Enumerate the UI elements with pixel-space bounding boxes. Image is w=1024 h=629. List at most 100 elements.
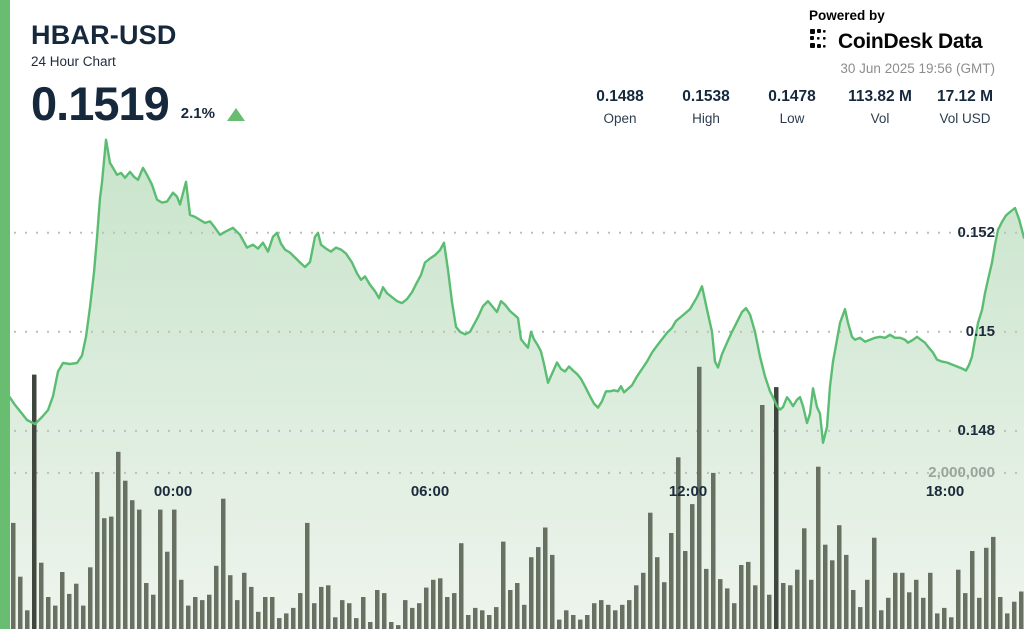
- volume-bar: [466, 615, 471, 629]
- volume-bar: [123, 480, 128, 629]
- stat-open: 0.1488 Open: [560, 88, 680, 126]
- volume-bar: [473, 607, 478, 629]
- volume-bar: [606, 604, 611, 629]
- volume-bar: [221, 498, 226, 629]
- volume-bar: [599, 600, 604, 629]
- volume-bar: [11, 522, 16, 629]
- volume-bar: [648, 512, 653, 629]
- current-price: 0.1519: [31, 77, 170, 130]
- left-accent-bar: [0, 0, 10, 629]
- volume-bar: [424, 587, 429, 629]
- volume-bar: [1019, 591, 1024, 629]
- volume-bar: [368, 622, 373, 629]
- volume-bar: [333, 617, 338, 629]
- volume-bar: [858, 607, 863, 629]
- volume-bar: [508, 590, 513, 629]
- volume-bar: [753, 585, 758, 629]
- volume-bar: [662, 582, 667, 629]
- stat-low-label: Low: [779, 111, 805, 126]
- volume-bar: [921, 597, 926, 629]
- volume-bar: [914, 579, 919, 629]
- volume-bar: [627, 600, 632, 629]
- volume-bar: [893, 572, 898, 629]
- stat-open-label: Open: [603, 111, 637, 126]
- volume-bar: [795, 569, 800, 629]
- volume-bar: [165, 551, 170, 629]
- volume-bar: [277, 618, 282, 629]
- volume-bar: [1012, 601, 1017, 629]
- volume-bar: [641, 572, 646, 629]
- volume-bar: [963, 593, 968, 629]
- volume-bar: [200, 600, 205, 629]
- volume-bar: [697, 366, 702, 629]
- volume-bar: [886, 597, 891, 629]
- volume-bar: [816, 466, 821, 629]
- volume-bar: [452, 593, 457, 629]
- volume-bar: [536, 547, 541, 629]
- volume-bar: [270, 597, 275, 629]
- powered-by-block: Powered by CoinDes: [809, 8, 995, 76]
- volume-bar: [879, 610, 884, 629]
- volume-bar: [256, 611, 261, 629]
- price-line: [0, 138, 1024, 444]
- volume-bar: [956, 569, 961, 629]
- volume-bar: [109, 516, 114, 629]
- volume-bar: [354, 618, 359, 629]
- current-price-row: 0.1519 2.1%: [31, 77, 245, 130]
- volume-bar: [291, 607, 296, 629]
- volume-bar: [760, 405, 765, 629]
- volume-bar: [501, 541, 506, 629]
- coindesk-logo-icon: [809, 28, 832, 56]
- volume-bar: [655, 557, 660, 629]
- coindesk-logo[interactable]: CoinDesk Data: [809, 28, 995, 56]
- volume-bar: [970, 551, 975, 629]
- volume-bar: [935, 613, 940, 629]
- volume-bar: [515, 583, 520, 629]
- volume-bar: [676, 457, 681, 629]
- volume-bar: [130, 500, 135, 629]
- volume-bar: [781, 583, 786, 629]
- volume-bar: [375, 590, 380, 629]
- volume-bar: [193, 597, 198, 629]
- volume-bar: [207, 594, 212, 629]
- powered-by-text: Powered by: [809, 8, 885, 23]
- volume-bar: [739, 565, 744, 629]
- volume-bar: [298, 593, 303, 629]
- volume-bar: [81, 605, 86, 629]
- volume-bar: [172, 509, 177, 629]
- volume-bar: [137, 509, 142, 629]
- volume-bar: [53, 605, 58, 629]
- stat-vol-usd-label: Vol USD: [939, 111, 991, 126]
- volume-bar: [32, 374, 37, 629]
- volume-bar: [788, 585, 793, 629]
- stat-vol-value: 113.82 M: [848, 88, 912, 105]
- chart-subtitle: 24 Hour Chart: [31, 54, 116, 69]
- volume-bar: [361, 597, 366, 629]
- volume-bar: [984, 547, 989, 629]
- stat-open-value: 0.1488: [596, 88, 644, 105]
- volume-bar: [613, 610, 618, 629]
- stat-vol-label: Vol: [870, 111, 890, 126]
- volume-bar: [242, 572, 247, 629]
- volume-bar: [774, 387, 779, 629]
- volume-bar: [725, 588, 730, 629]
- volume-bar: [284, 613, 289, 629]
- volume-bar: [711, 472, 716, 629]
- volume-bar: [39, 562, 44, 629]
- volume-bar: [144, 583, 149, 629]
- volume-bar: [802, 528, 807, 629]
- volume-bar: [438, 578, 443, 629]
- volume-bar: [865, 579, 870, 629]
- stat-vol: 113.82 M Vol: [820, 88, 940, 126]
- volume-bar: [837, 525, 842, 629]
- up-triangle-icon: [226, 108, 245, 122]
- volume-bar: [319, 586, 324, 629]
- volume-bar: [529, 557, 534, 629]
- volume-bar: [991, 536, 996, 629]
- chart-header: HBAR-USD 24 Hour Chart 0.1519 2.1%: [31, 20, 245, 130]
- volume-bar: [235, 600, 240, 629]
- price-change-percent: 2.1%: [180, 105, 215, 123]
- volume-bar: [410, 607, 415, 629]
